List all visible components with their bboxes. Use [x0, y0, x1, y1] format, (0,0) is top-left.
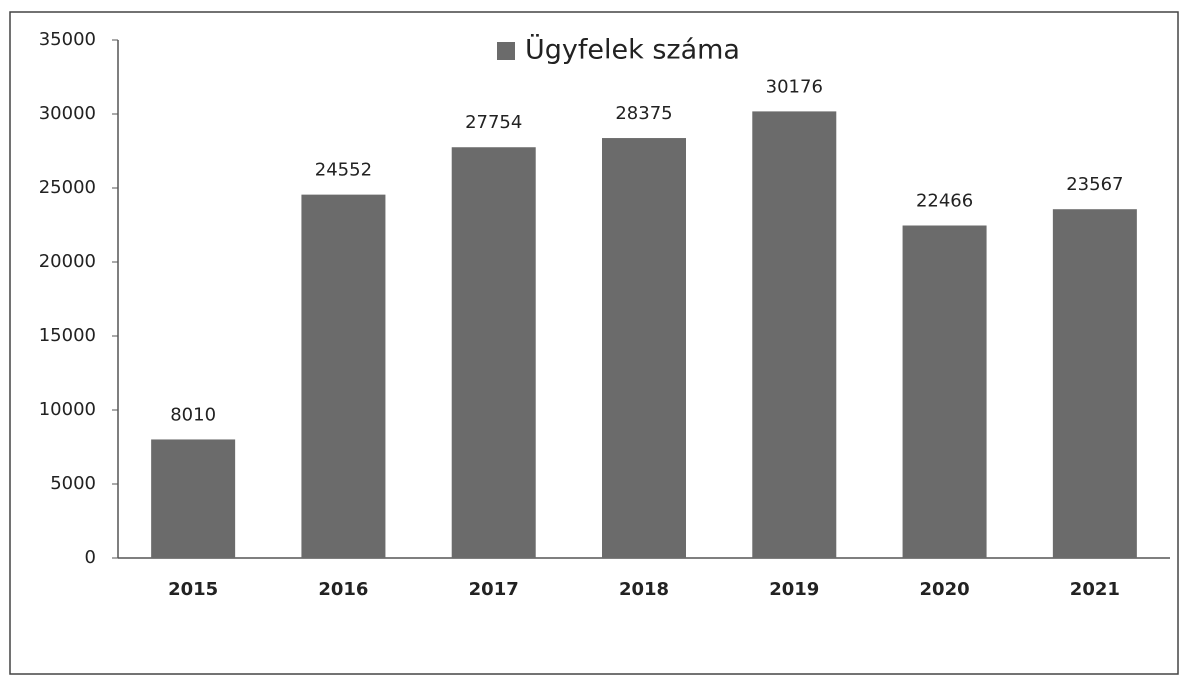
data-label: 28375 [615, 103, 672, 124]
y-tick-label: 35000 [39, 29, 96, 50]
bar [451, 147, 536, 559]
y-tick-label: 20000 [39, 251, 96, 272]
x-tick-label: 2020 [920, 579, 970, 600]
y-tick-label: 30000 [39, 103, 96, 124]
y-tick-label: 5000 [50, 473, 96, 494]
x-tick-label: 2019 [769, 579, 819, 600]
bar [1052, 209, 1137, 558]
data-label: 8010 [170, 404, 216, 425]
x-tick-label: 2015 [168, 579, 218, 600]
bar [301, 194, 386, 558]
legend-swatch [497, 42, 515, 60]
x-tick-label: 2016 [318, 579, 368, 600]
chart-frame [9, 11, 1179, 675]
y-tick-label: 15000 [39, 325, 96, 346]
x-tick-label: 2017 [469, 579, 519, 600]
data-label: 24552 [315, 160, 372, 181]
bar [151, 439, 236, 558]
data-label: 23567 [1066, 174, 1123, 195]
data-label: 22466 [916, 191, 973, 212]
bar [902, 225, 987, 558]
legend-label: Ügyfelek száma [525, 34, 740, 66]
x-tick-label: 2021 [1070, 579, 1120, 600]
bar [602, 138, 686, 559]
y-tick-label: 0 [85, 547, 96, 568]
data-label: 30176 [766, 76, 823, 97]
bar [752, 111, 837, 558]
y-tick-label: 10000 [39, 399, 96, 420]
y-tick-label: 25000 [39, 177, 96, 198]
x-tick-label: 2018 [619, 579, 669, 600]
data-label: 27754 [465, 112, 522, 133]
